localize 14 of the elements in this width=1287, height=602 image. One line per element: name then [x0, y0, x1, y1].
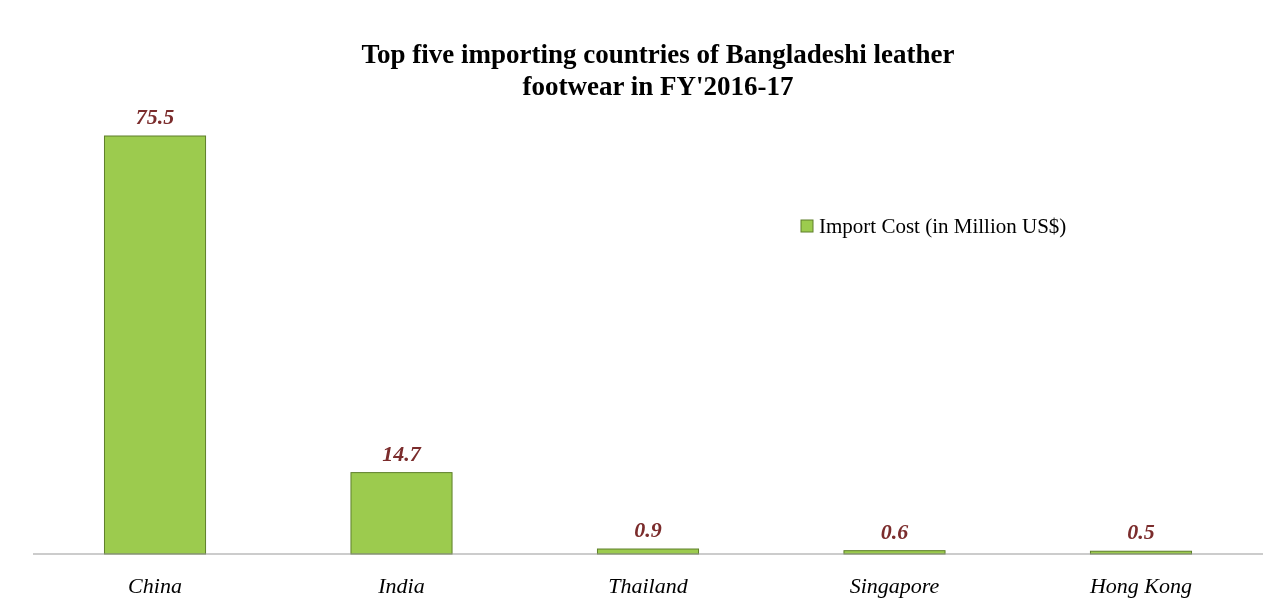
x-tick-label: Singapore [849, 573, 940, 598]
data-label: 14.7 [382, 440, 422, 466]
x-tick-label: India [377, 573, 425, 598]
bar [350, 472, 453, 555]
legend-label: Import Cost (in Million US$) [819, 214, 1067, 238]
data-label: 75.5 [135, 104, 175, 129]
x-tick-label: Thailand [608, 573, 689, 598]
x-tick-label: Hong Kong [1088, 573, 1193, 598]
data-label: 0.6 [880, 518, 909, 544]
data-label: 0.5 [1127, 519, 1155, 545]
data-label: 0.9 [634, 517, 662, 543]
chart-title: Top five importing countries of Bangladeshi leather footwear in FY'2016-17 [361, 39, 955, 101]
x-tick-label: China [128, 573, 182, 598]
bar [103, 135, 207, 555]
